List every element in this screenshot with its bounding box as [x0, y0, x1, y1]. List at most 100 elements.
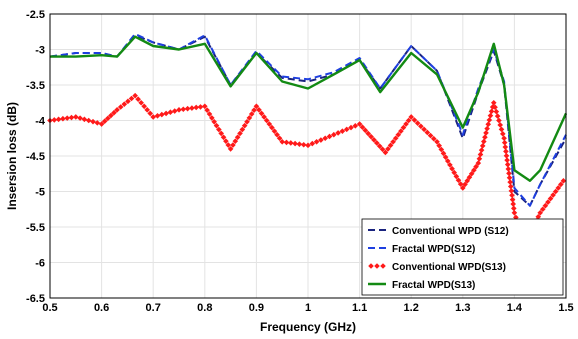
data-point: [244, 118, 250, 125]
data-point: [60, 115, 66, 122]
data-point: [117, 104, 124, 110]
data-point: [471, 167, 477, 173]
data-point: [258, 110, 265, 117]
data-point: [300, 141, 307, 148]
data-point: [382, 149, 389, 156]
legend-label: Conventional WPD(S13): [392, 262, 506, 273]
data-point: [206, 111, 213, 117]
data-point: [269, 124, 275, 131]
data-point: [503, 148, 509, 155]
data-point: [135, 96, 141, 102]
data-point: [479, 143, 486, 149]
data-point: [440, 150, 447, 157]
data-point: [225, 142, 232, 148]
data-point: [359, 124, 366, 131]
data-point: [427, 132, 434, 139]
legend-label: Fractal WPD(S13): [392, 280, 475, 291]
data-point: [371, 137, 377, 143]
data-point: [318, 137, 324, 143]
data-point: [539, 206, 546, 213]
data-point: [545, 199, 551, 205]
data-point: [447, 162, 453, 168]
data-point: [147, 110, 153, 117]
y-tick-label: -2.5: [26, 9, 45, 21]
data-point: [230, 142, 236, 148]
data-point: [484, 125, 490, 132]
y-tick-label: -5: [35, 187, 45, 199]
data-point: [239, 126, 246, 133]
data-point: [77, 115, 83, 121]
data-point: [555, 185, 562, 191]
data-point: [246, 115, 253, 121]
series-4: [50, 35, 568, 182]
data-point: [197, 104, 204, 110]
data-point: [476, 155, 483, 162]
y-tick-label: -5.5: [26, 222, 45, 234]
data-point: [464, 178, 471, 184]
data-point: [237, 130, 243, 137]
data-point: [421, 126, 427, 133]
data-point: [263, 117, 270, 124]
data-point: [51, 117, 58, 123]
data-point: [81, 116, 88, 123]
data-point: [408, 114, 414, 120]
data-point: [390, 139, 396, 145]
axis-ticks: 0.5 0.6 0.7 0.8 0.9 1 1.1 1.2 1.3 1.4 1.5 -2.5 -3 -3.…: [26, 9, 574, 314]
data-point: [362, 127, 369, 134]
y-tick-label: -6: [35, 258, 45, 270]
data-point: [511, 210, 518, 216]
data-point: [339, 128, 346, 134]
data-point: [451, 169, 457, 176]
data-point: [111, 109, 117, 116]
data-point: [184, 105, 191, 112]
x-tick-label: 0.9: [249, 302, 264, 314]
data-point: [542, 202, 549, 209]
data-point: [558, 181, 564, 188]
data-point: [180, 106, 187, 113]
x-tick-label: 1.4: [507, 302, 523, 314]
data-point: [560, 178, 567, 184]
data-point: [508, 188, 515, 194]
data-point: [438, 146, 445, 153]
y-tick-label: -4: [35, 116, 46, 128]
data-point: [55, 116, 62, 123]
data-point: [411, 117, 418, 123]
data-point: [453, 173, 460, 180]
data-point: [510, 201, 516, 207]
data-point: [85, 117, 92, 124]
data-point: [271, 128, 278, 134]
data-point: [266, 121, 273, 127]
data-point: [108, 112, 114, 119]
data-point: [248, 111, 255, 117]
data-point: [509, 192, 515, 199]
x-tick-label: 0.6: [94, 302, 109, 314]
data-point: [468, 170, 475, 177]
data-point: [234, 134, 241, 141]
data-point: [449, 165, 455, 172]
data-point: [104, 115, 111, 122]
data-point: [176, 107, 182, 113]
data-point: [488, 108, 495, 115]
data-point: [209, 115, 215, 121]
y-tick-label: -6.5: [26, 293, 45, 305]
data-point: [492, 104, 498, 110]
data-point: [434, 139, 440, 145]
data-point: [509, 196, 516, 203]
data-point: [535, 213, 542, 220]
data-point: [502, 144, 509, 150]
data-point: [253, 103, 260, 110]
data-point: [501, 135, 507, 142]
data-point: [64, 115, 70, 121]
data-point: [460, 185, 466, 191]
series-layer: [47, 32, 568, 248]
data-point: [232, 138, 239, 144]
data-point: [505, 166, 512, 172]
data-point: [313, 139, 320, 145]
data-point: [128, 95, 135, 102]
data-point: [204, 107, 210, 113]
data-point: [159, 111, 165, 118]
data-point: [296, 141, 303, 147]
data-point: [501, 139, 508, 146]
data-point: [504, 161, 511, 168]
